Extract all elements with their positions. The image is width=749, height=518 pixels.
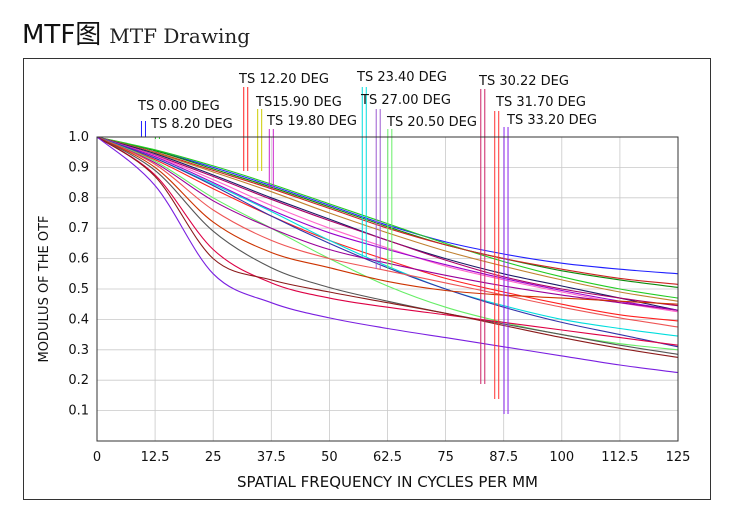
x-tick-label: 62.5: [373, 450, 402, 465]
mtf-curve: [96, 136, 679, 348]
y-tick-label: 0.8: [68, 191, 89, 206]
legend-label: TS 0.00 DEG: [137, 99, 220, 114]
legend-label: TS15.90 DEG: [255, 95, 342, 110]
x-tick-label: 112.5: [601, 450, 638, 465]
mtf-curve: [96, 136, 679, 328]
chart-frame: TS 0.00 DEG TS 8.20 DEG TS 12.20 DEG TS15.9…: [23, 58, 711, 500]
tick-labels: 0 12.5 25 37.5 50 62.5 75 87.5 100 112.5 125 0.1 0.2…: [68, 130, 690, 465]
x-axis-title: SPATIAL FREQUENCY IN CYCLES PER MM: [237, 473, 538, 491]
legend-label: TS 19.80 DEG: [266, 114, 357, 129]
legend-label: TS 33.20 DEG: [506, 113, 597, 128]
x-tick-label: 75: [437, 450, 454, 465]
x-tick-label: 100: [549, 450, 574, 465]
heading-title: MTF图: [22, 20, 102, 50]
y-tick-label: 1.0: [68, 130, 89, 145]
heading-subtitle: MTF Drawing: [109, 24, 251, 48]
x-tick-label: 0: [93, 450, 101, 465]
mtf-curve: [96, 136, 679, 355]
y-tick-label: 0.2: [68, 373, 89, 388]
legend-label: TS 27.00 DEG: [360, 93, 451, 108]
legend-label: TS 30.22 DEG: [478, 74, 569, 89]
x-tick-label: 37.5: [257, 450, 286, 465]
x-tick-label: 50: [321, 450, 338, 465]
y-tick-label: 0.7: [68, 221, 89, 236]
y-tick-label: 0.3: [68, 343, 89, 358]
x-tick-label: 125: [666, 450, 691, 465]
y-tick-label: 0.5: [68, 282, 89, 297]
field-legend: TS 0.00 DEG TS 8.20 DEG TS 12.20 DEG TS15.9…: [137, 70, 597, 414]
page-heading: MTF图 MTF Drawing: [22, 14, 250, 51]
x-tick-label: 12.5: [141, 450, 170, 465]
legend-label: TS 23.40 DEG: [356, 70, 447, 85]
y-tick-label: 0.6: [68, 252, 89, 267]
x-tick-label: 25: [205, 450, 222, 465]
legend-label: TS 31.70 DEG: [495, 95, 586, 110]
mtf-chart: TS 0.00 DEG TS 8.20 DEG TS 12.20 DEG TS15.9…: [37, 70, 690, 491]
mtf-curve: [96, 136, 679, 346]
mtf-curve: [96, 136, 679, 374]
plot-border: [96, 136, 679, 442]
y-tick-label: 0.9: [68, 160, 89, 175]
x-tick-label: 87.5: [489, 450, 518, 465]
y-axis-title: MODULUS OF THE OTF: [37, 215, 52, 362]
mtf-curve: [96, 136, 679, 358]
y-tick-label: 0.1: [68, 404, 89, 419]
y-tick-label: 0.4: [68, 312, 89, 327]
legend-label: TS 8.20 DEG: [150, 117, 233, 132]
legend-label: TS 20.50 DEG: [386, 115, 477, 130]
mtf-curve: [96, 136, 679, 305]
legend-label: TS 12.20 DEG: [238, 72, 329, 87]
